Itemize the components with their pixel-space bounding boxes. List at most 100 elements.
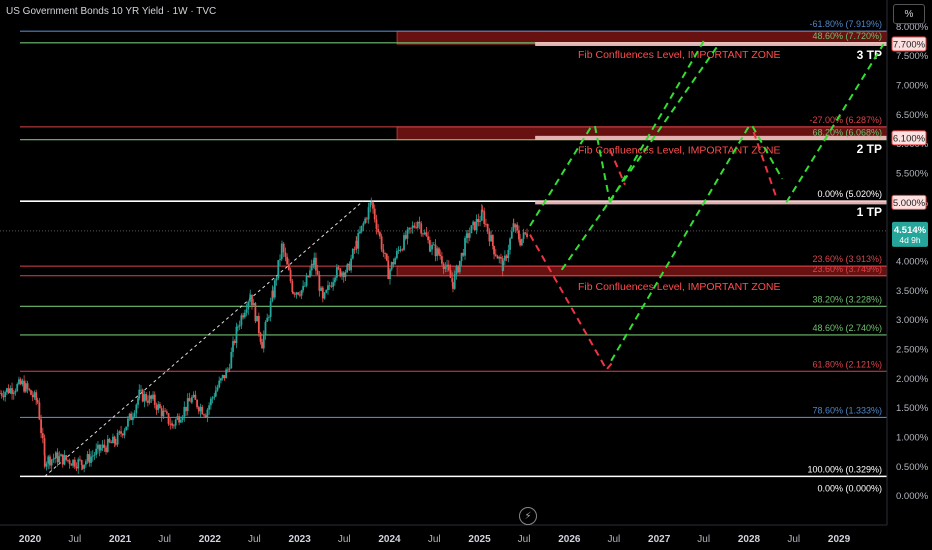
candle-body — [408, 227, 411, 230]
candle-body — [291, 280, 294, 292]
y-tick-label: 6.500% — [896, 110, 929, 121]
projection-green-path — [785, 43, 885, 203]
candle-body — [520, 238, 523, 246]
candle-body — [279, 259, 281, 261]
candle-body — [98, 444, 101, 451]
candle-body — [38, 402, 41, 420]
fib-level-label: 78.60% (1.333%) — [812, 405, 882, 415]
candle-body — [480, 209, 483, 221]
zone-label: Fib Confluences Level, IMPORTANT ZONE — [578, 49, 780, 61]
candle-body — [174, 419, 177, 426]
candle-body — [261, 341, 263, 349]
candle-body — [282, 243, 285, 253]
candle-body — [307, 275, 310, 277]
candle-body — [455, 266, 458, 275]
candle-body — [446, 264, 448, 267]
candle-body — [483, 210, 486, 224]
y-tick-label: 0.500% — [896, 462, 929, 473]
fib-level-label: 61.80% (2.121%) — [812, 359, 882, 369]
x-tick-label: Jul — [68, 534, 81, 545]
x-tick-label: Jul — [787, 534, 800, 545]
candle-body — [106, 438, 109, 452]
candle-body — [422, 233, 424, 235]
candle-body — [83, 464, 86, 469]
candle-body — [176, 416, 179, 420]
candle-body — [2, 395, 5, 398]
price-tag — [891, 130, 927, 146]
candle-body — [436, 248, 439, 257]
candle-body — [302, 285, 305, 291]
candle-body — [188, 398, 191, 402]
candle-body — [230, 351, 233, 369]
candle-body — [213, 396, 216, 398]
zone-label: Fib Confluences Level, IMPORTANT ZONE — [578, 281, 780, 293]
candle-body — [403, 235, 405, 250]
candle-body — [43, 438, 46, 456]
trendline — [44, 200, 364, 477]
candle-body — [242, 315, 244, 318]
candle-body — [429, 249, 432, 252]
price-tag — [891, 36, 927, 52]
x-tick-label: Jul — [518, 534, 531, 545]
candle-body — [138, 389, 141, 399]
candle-body — [204, 415, 207, 418]
candle-body — [95, 448, 98, 455]
y-tick-label: 1.000% — [896, 433, 929, 444]
x-tick-label: 2021 — [109, 534, 132, 545]
zone-label: Fib Confluences Level, IMPORTANT ZONE — [578, 145, 780, 157]
candle-body — [321, 287, 324, 299]
y-tick-label: 0.000% — [896, 491, 929, 502]
candle-body — [171, 423, 174, 426]
candle-body — [133, 413, 136, 417]
candle-body — [35, 392, 38, 401]
candle-body — [481, 209, 484, 211]
percent-unit-button[interactable]: % — [893, 4, 925, 24]
candle-body — [502, 260, 505, 272]
x-tick-label: 2020 — [19, 534, 42, 545]
candle-body — [257, 315, 260, 334]
candle-body — [141, 389, 144, 402]
candle-body — [194, 394, 197, 400]
candle-body — [240, 315, 243, 326]
candle-body — [9, 388, 12, 394]
candle-body — [411, 225, 414, 229]
candle-body — [401, 249, 404, 251]
candle-body — [341, 272, 343, 277]
candle-body — [518, 230, 520, 240]
x-tick-label: 2026 — [558, 534, 581, 545]
candle-body — [346, 265, 349, 273]
x-tick-label: 2023 — [289, 534, 312, 545]
candle-body — [284, 252, 287, 257]
lightning-icon[interactable]: ⚡ — [519, 507, 537, 525]
candle-body — [225, 369, 228, 379]
candle-body — [135, 404, 138, 414]
candle-body — [385, 253, 388, 261]
candle-body — [208, 405, 211, 410]
target-label: 2 TP — [857, 142, 882, 156]
x-tick-label: Jul — [248, 534, 261, 545]
candle-body — [406, 229, 409, 239]
candle-body — [58, 456, 61, 463]
candle-body — [54, 458, 57, 459]
candle-body — [45, 463, 48, 467]
candle-body — [452, 282, 454, 289]
candle-body — [444, 266, 447, 269]
candle-body — [185, 406, 187, 412]
candle-body — [498, 256, 501, 259]
candle-body — [186, 398, 189, 412]
candle-body — [4, 392, 7, 398]
candle-body — [372, 202, 374, 209]
candle-body — [491, 235, 494, 247]
candle-body — [130, 413, 133, 421]
candle-body — [362, 223, 365, 226]
price-tag-label: 5.000% — [893, 198, 926, 209]
candle-body — [197, 407, 200, 412]
candle-body — [500, 256, 502, 259]
candle-body — [503, 255, 506, 261]
candle-body — [201, 406, 204, 415]
candle-body — [148, 395, 151, 403]
y-tick-label: 3.000% — [896, 315, 929, 326]
fib-level-label: 38.20% (3.228%) — [812, 294, 882, 304]
candle-body — [125, 426, 128, 431]
